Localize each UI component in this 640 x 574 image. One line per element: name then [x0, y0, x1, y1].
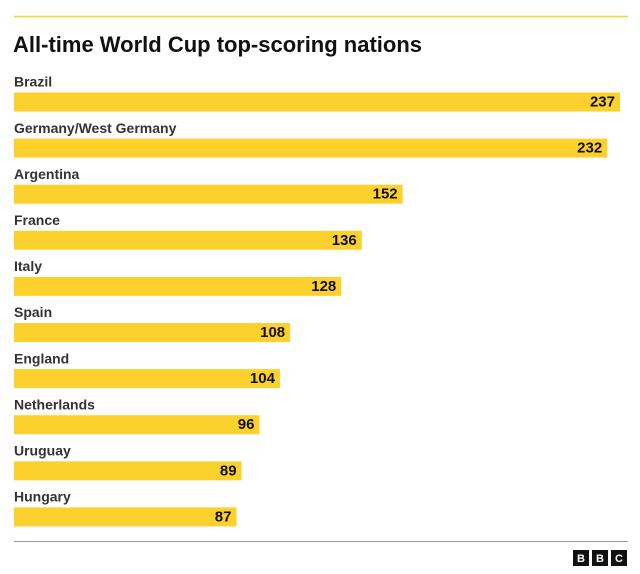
value-label: 96 [238, 416, 255, 433]
category-label: Italy [14, 258, 42, 274]
category-label: Spain [14, 304, 52, 320]
bar [14, 323, 291, 342]
value-label: 152 [373, 186, 398, 203]
category-label: Netherlands [14, 396, 95, 412]
category-label: Argentina [14, 166, 80, 182]
logo-letter: C [615, 553, 623, 565]
category-label: England [14, 350, 69, 366]
logo-letter: B [577, 553, 585, 565]
logo-block [611, 550, 627, 566]
bar [14, 461, 242, 481]
chart-title: All-time World Cup top-scoring nations [13, 32, 422, 57]
value-label: 104 [250, 370, 276, 387]
category-label: Brazil [14, 74, 52, 90]
value-label: 237 [590, 93, 615, 110]
logo-block [592, 550, 608, 566]
bar [14, 415, 260, 435]
bar [14, 369, 280, 389]
logo-block [573, 550, 589, 566]
bar [14, 507, 237, 527]
value-label: 136 [332, 232, 357, 249]
value-label: 232 [577, 140, 602, 157]
value-label: 108 [260, 324, 285, 341]
bar [14, 184, 403, 204]
value-label: 128 [311, 278, 336, 295]
category-label: Germany/West Germany [14, 120, 177, 136]
category-label: Hungary [14, 489, 71, 505]
logo-letter: B [596, 553, 604, 565]
bar [14, 230, 362, 250]
category-label: Uruguay [14, 443, 71, 459]
category-label: France [14, 212, 60, 228]
bar [14, 92, 620, 112]
bar [14, 276, 342, 296]
value-label: 89 [220, 462, 237, 479]
value-label: 87 [215, 508, 232, 525]
bar [14, 138, 608, 158]
